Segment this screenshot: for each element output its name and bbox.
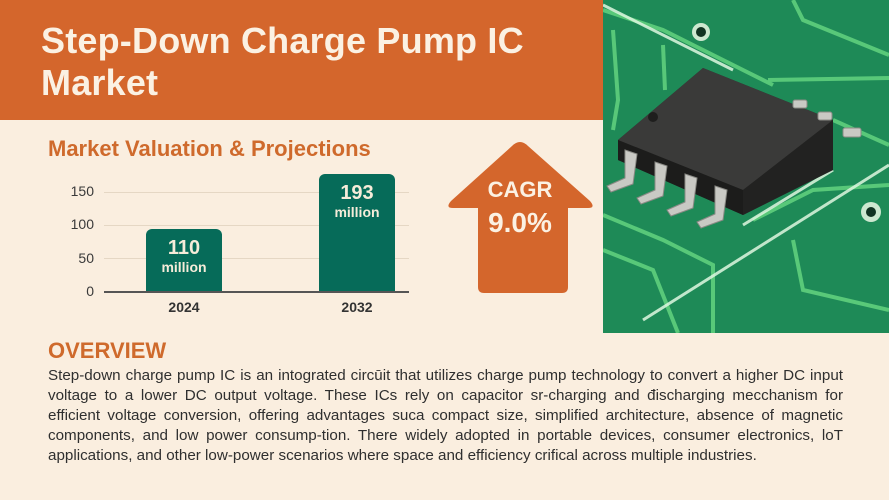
cagr-badge: CAGR 9.0% [440,135,600,295]
page-title: Step-Down Charge Pump IC Market [41,20,524,103]
bar-value: 110 [167,237,201,259]
x-tick-2024: 2024 [168,299,200,315]
bar-unit: million [334,204,380,220]
x-axis-line [104,291,409,293]
y-tick-100: 100 [70,216,94,232]
bar-2032: 193 million [319,174,395,291]
gridline [104,258,409,259]
bar-unit: million [161,259,207,275]
valuation-section-title: Market Valuation & Projections [48,136,371,161]
market-bar-chart: 150 100 50 0 110 million 193 million 202… [60,170,420,320]
bar-2024: 110 million [146,229,222,291]
gridline [104,192,409,193]
pcb-chip-illustration [603,0,889,333]
ic-chip-photo [603,0,889,333]
cagr-value: 9.0% [488,207,552,238]
overview-paragraph: Step-down charge pump IC is an intograte… [48,367,843,464]
y-tick-50: 50 [78,250,94,266]
cagr-label: CAGR [487,177,553,202]
up-arrow-icon [448,142,593,293]
title-banner: Step-Down Charge Pump IC Market [0,0,604,120]
y-tick-150: 150 [70,183,94,199]
gridline [104,225,409,226]
y-tick-0: 0 [86,283,94,299]
overview-title: OVERVIEW [48,338,167,363]
x-tick-2032: 2032 [341,299,373,315]
bar-value: 193 [340,182,374,204]
